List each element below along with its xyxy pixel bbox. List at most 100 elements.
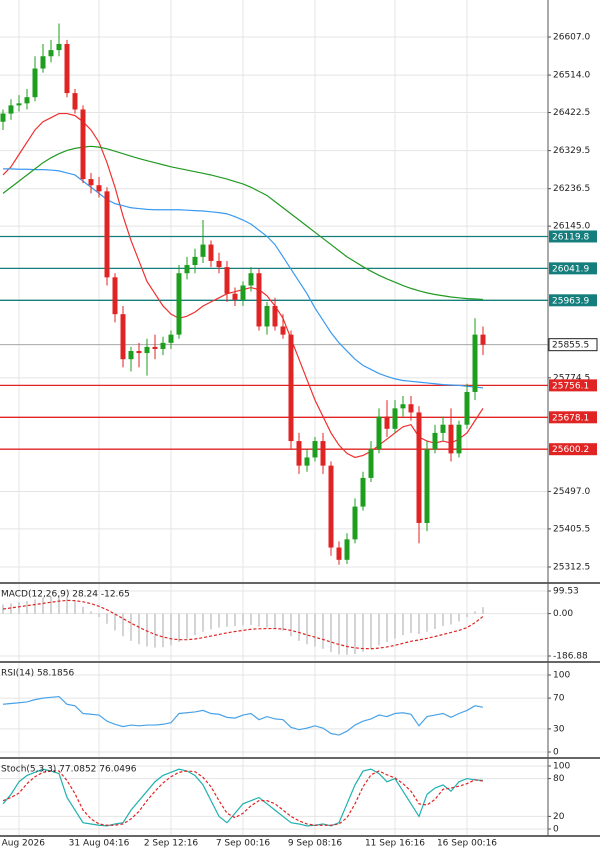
y-tick-label: 100	[553, 761, 570, 771]
candle-body	[0, 113, 6, 122]
y-tick-label: 26329.5	[553, 146, 590, 156]
level-label: 25963.9	[552, 296, 589, 306]
indicator-title: RSI(14) 58.1856	[1, 669, 74, 679]
candle-body	[208, 244, 214, 261]
candle-body	[456, 424, 462, 454]
y-tick-label: 26145.0	[553, 222, 590, 232]
candle-body	[176, 273, 182, 335]
candle-body	[32, 68, 38, 98]
candle-body	[264, 305, 270, 327]
candle-body	[120, 314, 126, 360]
candle-body	[96, 185, 102, 192]
level-label-box	[549, 379, 597, 392]
candle-body	[64, 43, 70, 94]
level-label: 25756.1	[552, 381, 589, 391]
candle-body	[136, 351, 142, 354]
level-label: 25678.1	[552, 413, 589, 423]
x-tick-label: 9 Sep 08:16	[288, 839, 343, 849]
y-tick-label: 0	[553, 747, 559, 757]
level-label: 26119.8	[552, 232, 589, 242]
candle-body	[104, 191, 110, 278]
y-tick-label: 25774.5	[553, 373, 590, 383]
indicator-title: Stoch(5,3,3) 77.0852 76.0496	[1, 765, 137, 775]
level-label-box	[549, 443, 597, 456]
y-tick-label: 26514.0	[553, 71, 590, 81]
candle-body	[184, 265, 190, 274]
y-tick-label: 26607.0	[553, 33, 590, 43]
candle-body	[280, 326, 286, 335]
candle-body	[88, 179, 94, 186]
candle-body	[408, 404, 414, 413]
candle-body	[168, 334, 174, 343]
candle-body	[40, 56, 46, 69]
level-label: 25600.2	[552, 445, 589, 455]
candle-body	[240, 285, 246, 300]
candle-body	[16, 103, 22, 106]
y-tick-label: 99.53	[553, 587, 579, 597]
candle-body	[192, 256, 198, 266]
rsi-line	[2, 695, 484, 736]
y-tick-label: 0.00	[553, 609, 573, 619]
candle-body	[56, 43, 62, 51]
y-tick-label: 30	[553, 724, 565, 734]
candle-body	[232, 293, 238, 300]
candle-body	[152, 346, 158, 349]
stoch-k-line	[2, 768, 484, 827]
candle-body	[128, 351, 134, 360]
y-tick-label: 25312.5	[553, 562, 590, 572]
candle-body	[8, 105, 14, 114]
y-tick-label: 25497.0	[553, 487, 590, 497]
y-tick-label: 70	[553, 694, 565, 704]
candle-body	[48, 50, 54, 57]
candle-body	[432, 432, 438, 450]
stoch-d-line	[2, 770, 484, 826]
indicator-title: MACD(12,26,9) 28.24 -12.65	[1, 590, 130, 600]
level-label-box	[549, 230, 597, 243]
level-label-box	[549, 262, 597, 275]
candle-body	[224, 267, 230, 294]
candle-body	[112, 277, 118, 315]
y-tick-label: 80	[553, 774, 565, 784]
x-tick-label: 16 Sep 00:16	[437, 839, 497, 849]
candle-body	[288, 334, 294, 442]
candle-body	[80, 109, 86, 180]
candle-body	[144, 346, 150, 354]
candle-body	[272, 305, 278, 327]
candle-body	[328, 465, 334, 548]
candle-body	[472, 334, 478, 392]
y-tick-label: 26422.5	[553, 108, 590, 118]
y-tick-label: 25405.5	[553, 524, 590, 534]
candle-body	[368, 449, 374, 478]
current-price-box	[548, 338, 598, 352]
candle-body	[312, 441, 318, 458]
level-label-box	[549, 411, 597, 424]
level-label: 26041.9	[552, 264, 589, 274]
x-tick-label: 2 Sep 12:16	[144, 839, 199, 849]
x-tick-label: 31 Aug 04:16	[69, 839, 130, 849]
candle-body	[320, 441, 326, 466]
candle-body	[296, 441, 302, 466]
y-tick-label: 20	[553, 812, 565, 822]
candle-body	[336, 547, 342, 560]
candle-body	[216, 260, 222, 268]
candle-body	[384, 416, 390, 429]
y-tick-label: 0	[553, 825, 559, 835]
candle-body	[160, 342, 166, 349]
candle-body	[448, 424, 454, 454]
y-tick-label: 26236.5	[553, 184, 590, 194]
candle-body	[72, 93, 78, 110]
candle-body	[344, 539, 350, 560]
x-tick-label: 7 Sep 00:16	[216, 839, 271, 849]
candle-body	[464, 391, 470, 425]
candle-body	[352, 506, 358, 540]
candle-body	[480, 334, 486, 345]
y-tick-label: 100	[553, 671, 570, 681]
candle-body	[392, 408, 398, 429]
candle-body	[376, 416, 382, 450]
candle-body	[304, 457, 310, 466]
candle-body	[256, 273, 262, 327]
x-tick-label: 11 Sep 16:16	[365, 839, 425, 849]
current-price-label: 25855.5	[552, 341, 589, 351]
